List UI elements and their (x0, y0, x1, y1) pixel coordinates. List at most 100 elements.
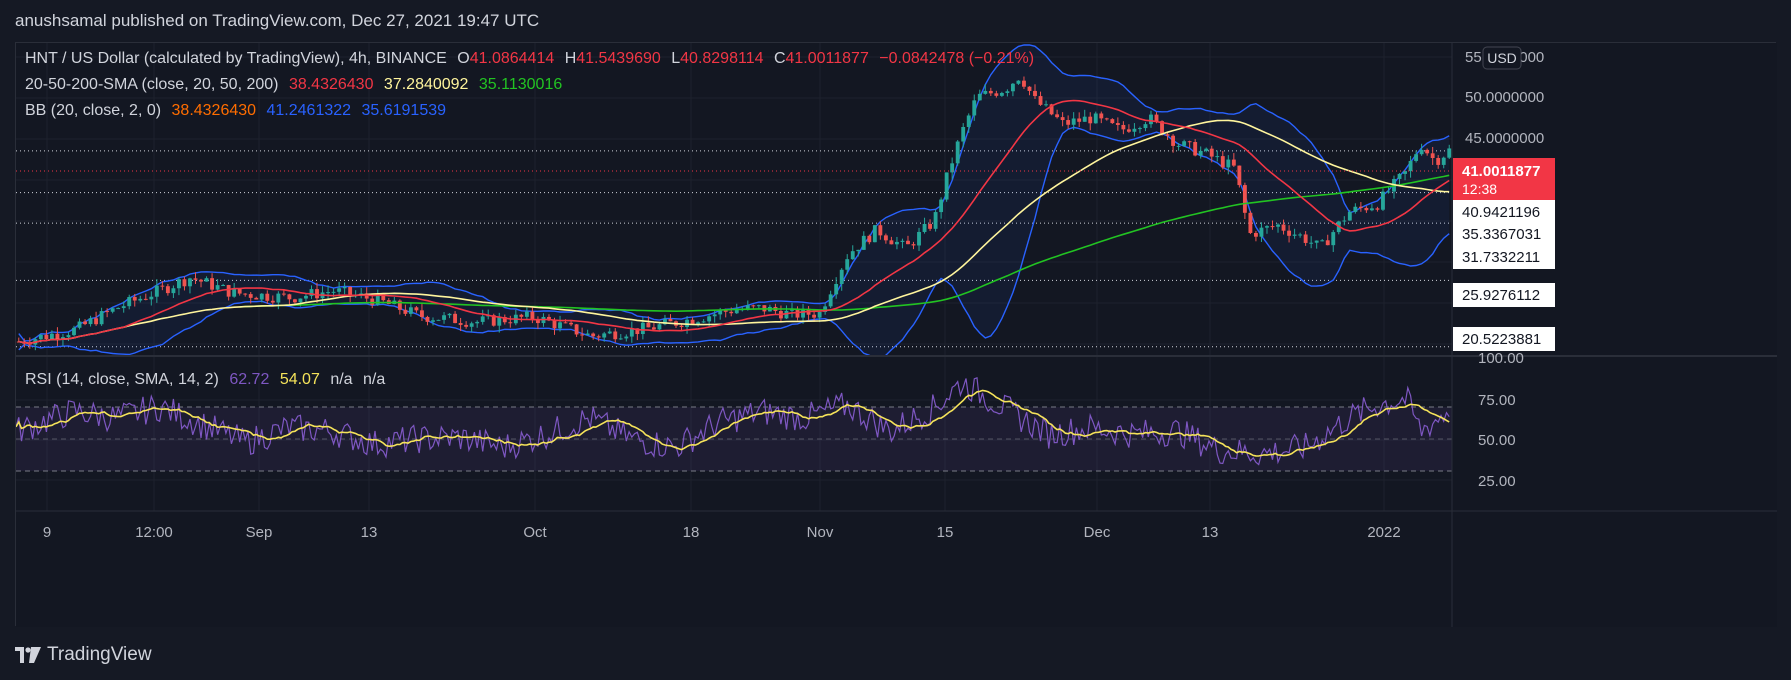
rsi-axis[interactable]: 100.00 75.00 50.00 25.00 (1478, 350, 1524, 490)
candle-body (127, 297, 132, 307)
candle-body (502, 317, 507, 323)
currency-button[interactable] (1482, 46, 1522, 70)
candle-body (447, 313, 452, 316)
candle-body (994, 93, 999, 96)
time-tick: 9 (43, 524, 51, 541)
sma-legend[interactable]: 20-50-200-SMA (close, 20, 50, 200) 38.43… (25, 76, 562, 93)
candle-body (1071, 118, 1076, 125)
candle-body (138, 298, 143, 301)
candle-body (1381, 191, 1385, 210)
sma20-line (18, 99, 1450, 345)
candle-body (1325, 240, 1330, 246)
candle-body (828, 294, 833, 307)
candle-body (105, 311, 110, 313)
candle-body (1165, 134, 1170, 136)
candle-body (453, 313, 458, 324)
candle-body (1154, 114, 1159, 122)
chart-canvas[interactable]: 55.0000000 50.0000000 45.0000000 USD 41.… (16, 43, 1777, 627)
rsi-band-fill (16, 407, 1452, 471)
time-axis[interactable]: 9 12:00 Sep 13 Oct 18 Nov 15 Dec 13 2022 (43, 524, 1401, 541)
candle-body (657, 324, 662, 330)
bb-lower-value: 35.6191539 (361, 102, 446, 119)
rsi-legend[interactable]: RSI (14, close, SMA, 14, 2) 62.72 54.07 … (25, 371, 385, 388)
candle-body (1044, 104, 1048, 106)
candle-body (475, 321, 480, 324)
candle-body (1314, 240, 1319, 243)
candle-body (596, 336, 601, 338)
candle-body (878, 225, 883, 236)
candle-body (1215, 156, 1220, 158)
candle-body (784, 310, 789, 319)
time-tick: 13 (1202, 524, 1219, 541)
candle-body (1176, 145, 1181, 147)
candle-body (276, 293, 281, 303)
rsi-tick: 50.00 (1478, 432, 1516, 449)
legend[interactable]: HNT / US Dollar (calculated by TradingVi… (25, 50, 1034, 388)
candle-body (458, 323, 463, 325)
bollinger-upper-band (18, 44, 1450, 342)
candle-body (259, 293, 264, 300)
candle-body (1419, 149, 1424, 155)
candle-body (955, 141, 960, 164)
candle-body (602, 333, 607, 338)
candle-body (1038, 96, 1043, 105)
level-label-text: 20.5223881 (1462, 331, 1541, 348)
level-label-text: 31.7332211 (1462, 249, 1540, 266)
time-tick: 18 (683, 524, 700, 541)
chart-frame[interactable]: 55.0000000 50.0000000 45.0000000 USD 41.… (15, 42, 1777, 627)
candle-body (1226, 159, 1231, 168)
candle-body (1099, 113, 1104, 119)
candle-body (977, 93, 982, 101)
candle-body (1287, 230, 1292, 236)
candle-body (237, 288, 242, 294)
candle-body (1010, 83, 1015, 92)
candle-body (591, 333, 596, 337)
candle-body (651, 327, 656, 330)
candle-body (928, 223, 933, 229)
candle-body (950, 163, 955, 173)
current-price-label (1453, 158, 1555, 200)
candle-body (696, 322, 701, 325)
candle-body (309, 289, 314, 296)
candle-body (1253, 232, 1258, 237)
candle-body (1441, 157, 1446, 165)
tradingview-logo-icon (15, 647, 41, 663)
candle-body (894, 241, 899, 245)
level-label-text: 35.3367031 (1462, 226, 1541, 243)
candle-body (812, 314, 817, 318)
candle-body (834, 283, 839, 295)
level-label-text: 25.9276112 (1462, 287, 1540, 304)
countdown-value: 12:38 (1462, 181, 1497, 197)
candle-body (900, 240, 905, 242)
candle-body (1397, 173, 1402, 179)
candle-body (640, 322, 645, 335)
bb-label: BB (20, close, 2, 0) (25, 102, 161, 119)
candle-body (535, 319, 540, 324)
candle-body (889, 240, 894, 245)
level-label-box (1453, 221, 1555, 245)
candle-body (94, 318, 99, 325)
candle-body (629, 328, 634, 337)
candle-body (1060, 117, 1065, 121)
candle-body (165, 286, 170, 294)
sma50-value: 37.2840092 (384, 76, 469, 93)
time-tick: Nov (807, 524, 834, 541)
candle-body (585, 333, 590, 336)
candle-body (243, 293, 248, 295)
rsi-na-2: n/a (363, 371, 385, 388)
candle-body (116, 308, 121, 310)
open-value: 41.0864414 (470, 50, 555, 67)
candle-body (1005, 91, 1010, 93)
candle-body (999, 92, 1004, 96)
publish-header: anushsamal published on TradingView.com,… (0, 0, 1791, 42)
candle-body (872, 225, 877, 243)
candle-body (44, 334, 49, 340)
candle-body (331, 291, 336, 293)
candle-body (558, 322, 562, 329)
time-tick: 15 (937, 524, 954, 541)
main-legend[interactable]: HNT / US Dollar (calculated by TradingVi… (25, 50, 1034, 67)
rsi-tick: 100.00 (1478, 350, 1524, 367)
time-tick: Dec (1084, 524, 1111, 541)
bb-legend[interactable]: BB (20, close, 2, 0) 38.4326430 41.24613… (25, 102, 446, 119)
level-label-box (1453, 327, 1555, 351)
